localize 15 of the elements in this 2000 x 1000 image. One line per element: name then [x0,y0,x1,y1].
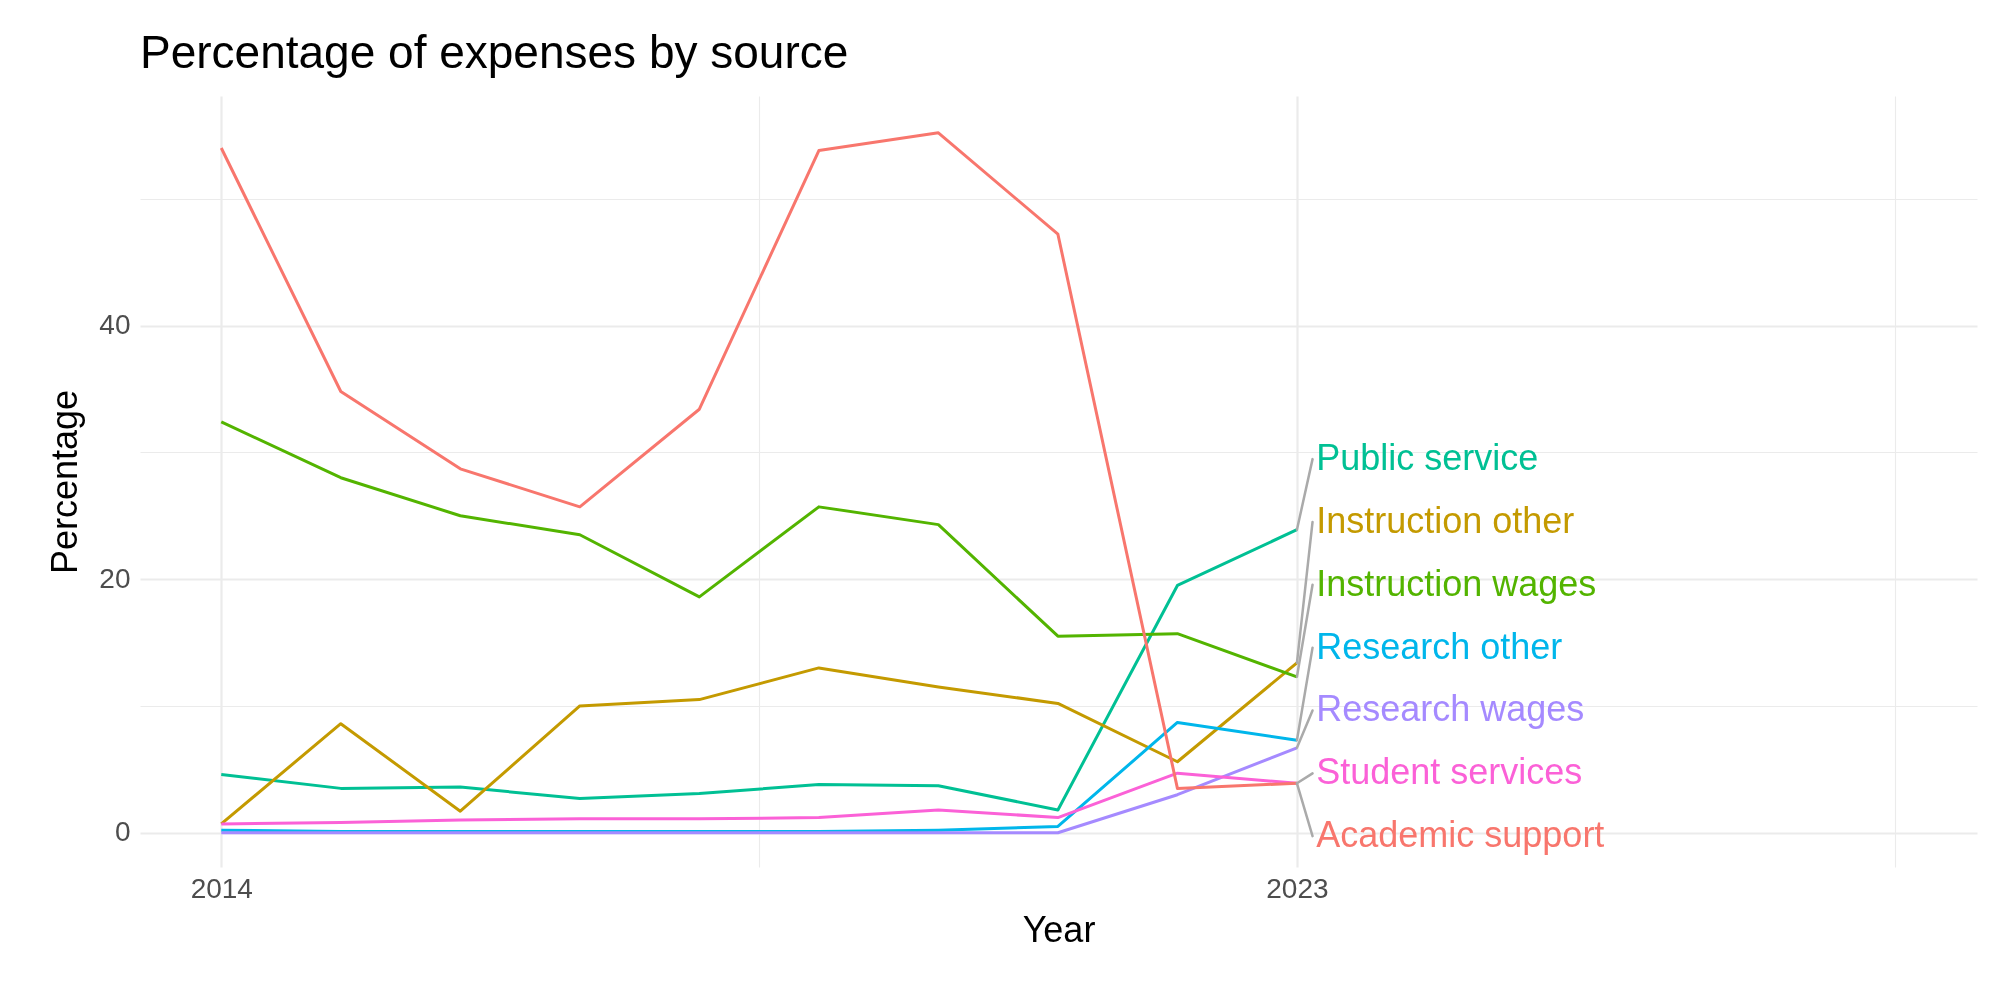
series-label: Research wages [1316,688,1585,730]
series-label: Academic support [1316,814,1605,856]
y-axis-title: Percentage [44,389,86,575]
series-label: Student services [1316,751,1583,793]
x-tick-label: 2014 [190,872,253,904]
text: Instruction wages [1316,562,1597,604]
x-axis-title: Year [1022,908,1096,950]
series-label: Public service [1316,437,1539,479]
y-tick-label: 20 [99,562,131,594]
y-tick-label: 0 [114,816,131,848]
text: Instruction other [1316,499,1575,541]
x-tick-label: 2023 [1266,872,1329,904]
text: Research other [1316,625,1563,667]
chart-title: Percentage of expenses by source [140,26,849,78]
y-tick-label: 40 [99,309,131,341]
